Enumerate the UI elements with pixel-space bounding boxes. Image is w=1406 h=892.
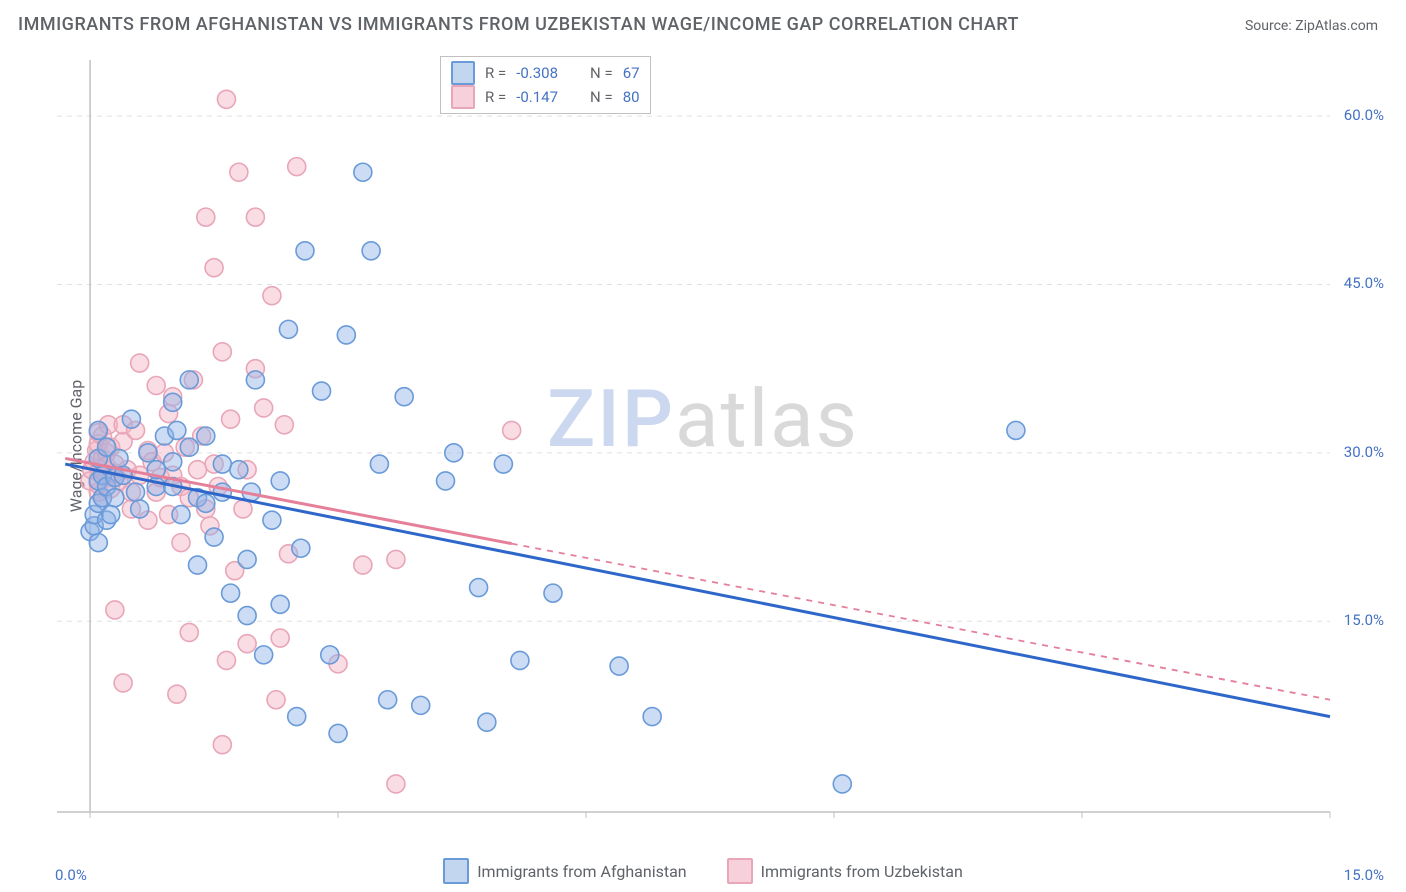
source-label: Source: [1245,18,1292,34]
corr-row-afghanistan: R = -0.308 N = 67 [451,61,640,85]
legend-label-afghanistan: Immigrants from Afghanistan [477,862,686,881]
y-tick-30: 30.0% [1344,443,1384,461]
legend-item-afghanistan: Immigrants from Afghanistan [443,858,686,884]
y-tick-15: 15.0% [1344,611,1384,629]
r-value-afghanistan: -0.308 [516,61,558,85]
n-value-afghanistan: 67 [623,61,640,85]
legend-item-uzbekistan: Immigrants from Uzbekistan [727,858,963,884]
source-name: ZipAtlas.com [1295,18,1378,34]
n-value-uzbekistan: 80 [623,85,640,109]
legend-label-uzbekistan: Immigrants from Uzbekistan [761,862,963,881]
chart-container: IMMIGRANTS FROM AFGHANISTAN VS IMMIGRANT… [0,0,1406,892]
r-label: R = [485,85,506,109]
correlation-legend: R = -0.308 N = 67 R = -0.147 N = 80 [440,56,651,114]
swatch-uzbekistan [451,85,475,109]
swatch-afghanistan [443,858,469,884]
y-tick-60: 60.0% [1344,106,1384,124]
n-label: N = [590,61,613,85]
y-tick-45: 45.0% [1344,274,1384,292]
r-label: R = [485,61,506,85]
r-value-uzbekistan: -0.147 [516,85,558,109]
series-legend: Immigrants from Afghanistan Immigrants f… [0,858,1406,884]
plot-area [55,52,1390,842]
scatter-svg [55,52,1390,842]
corr-row-uzbekistan: R = -0.147 N = 80 [451,85,640,109]
swatch-uzbekistan [727,858,753,884]
chart-title: IMMIGRANTS FROM AFGHANISTAN VS IMMIGRANT… [18,14,1019,35]
n-label: N = [590,85,613,109]
swatch-afghanistan [451,61,475,85]
source-attribution: Source: ZipAtlas.com [1245,18,1378,34]
